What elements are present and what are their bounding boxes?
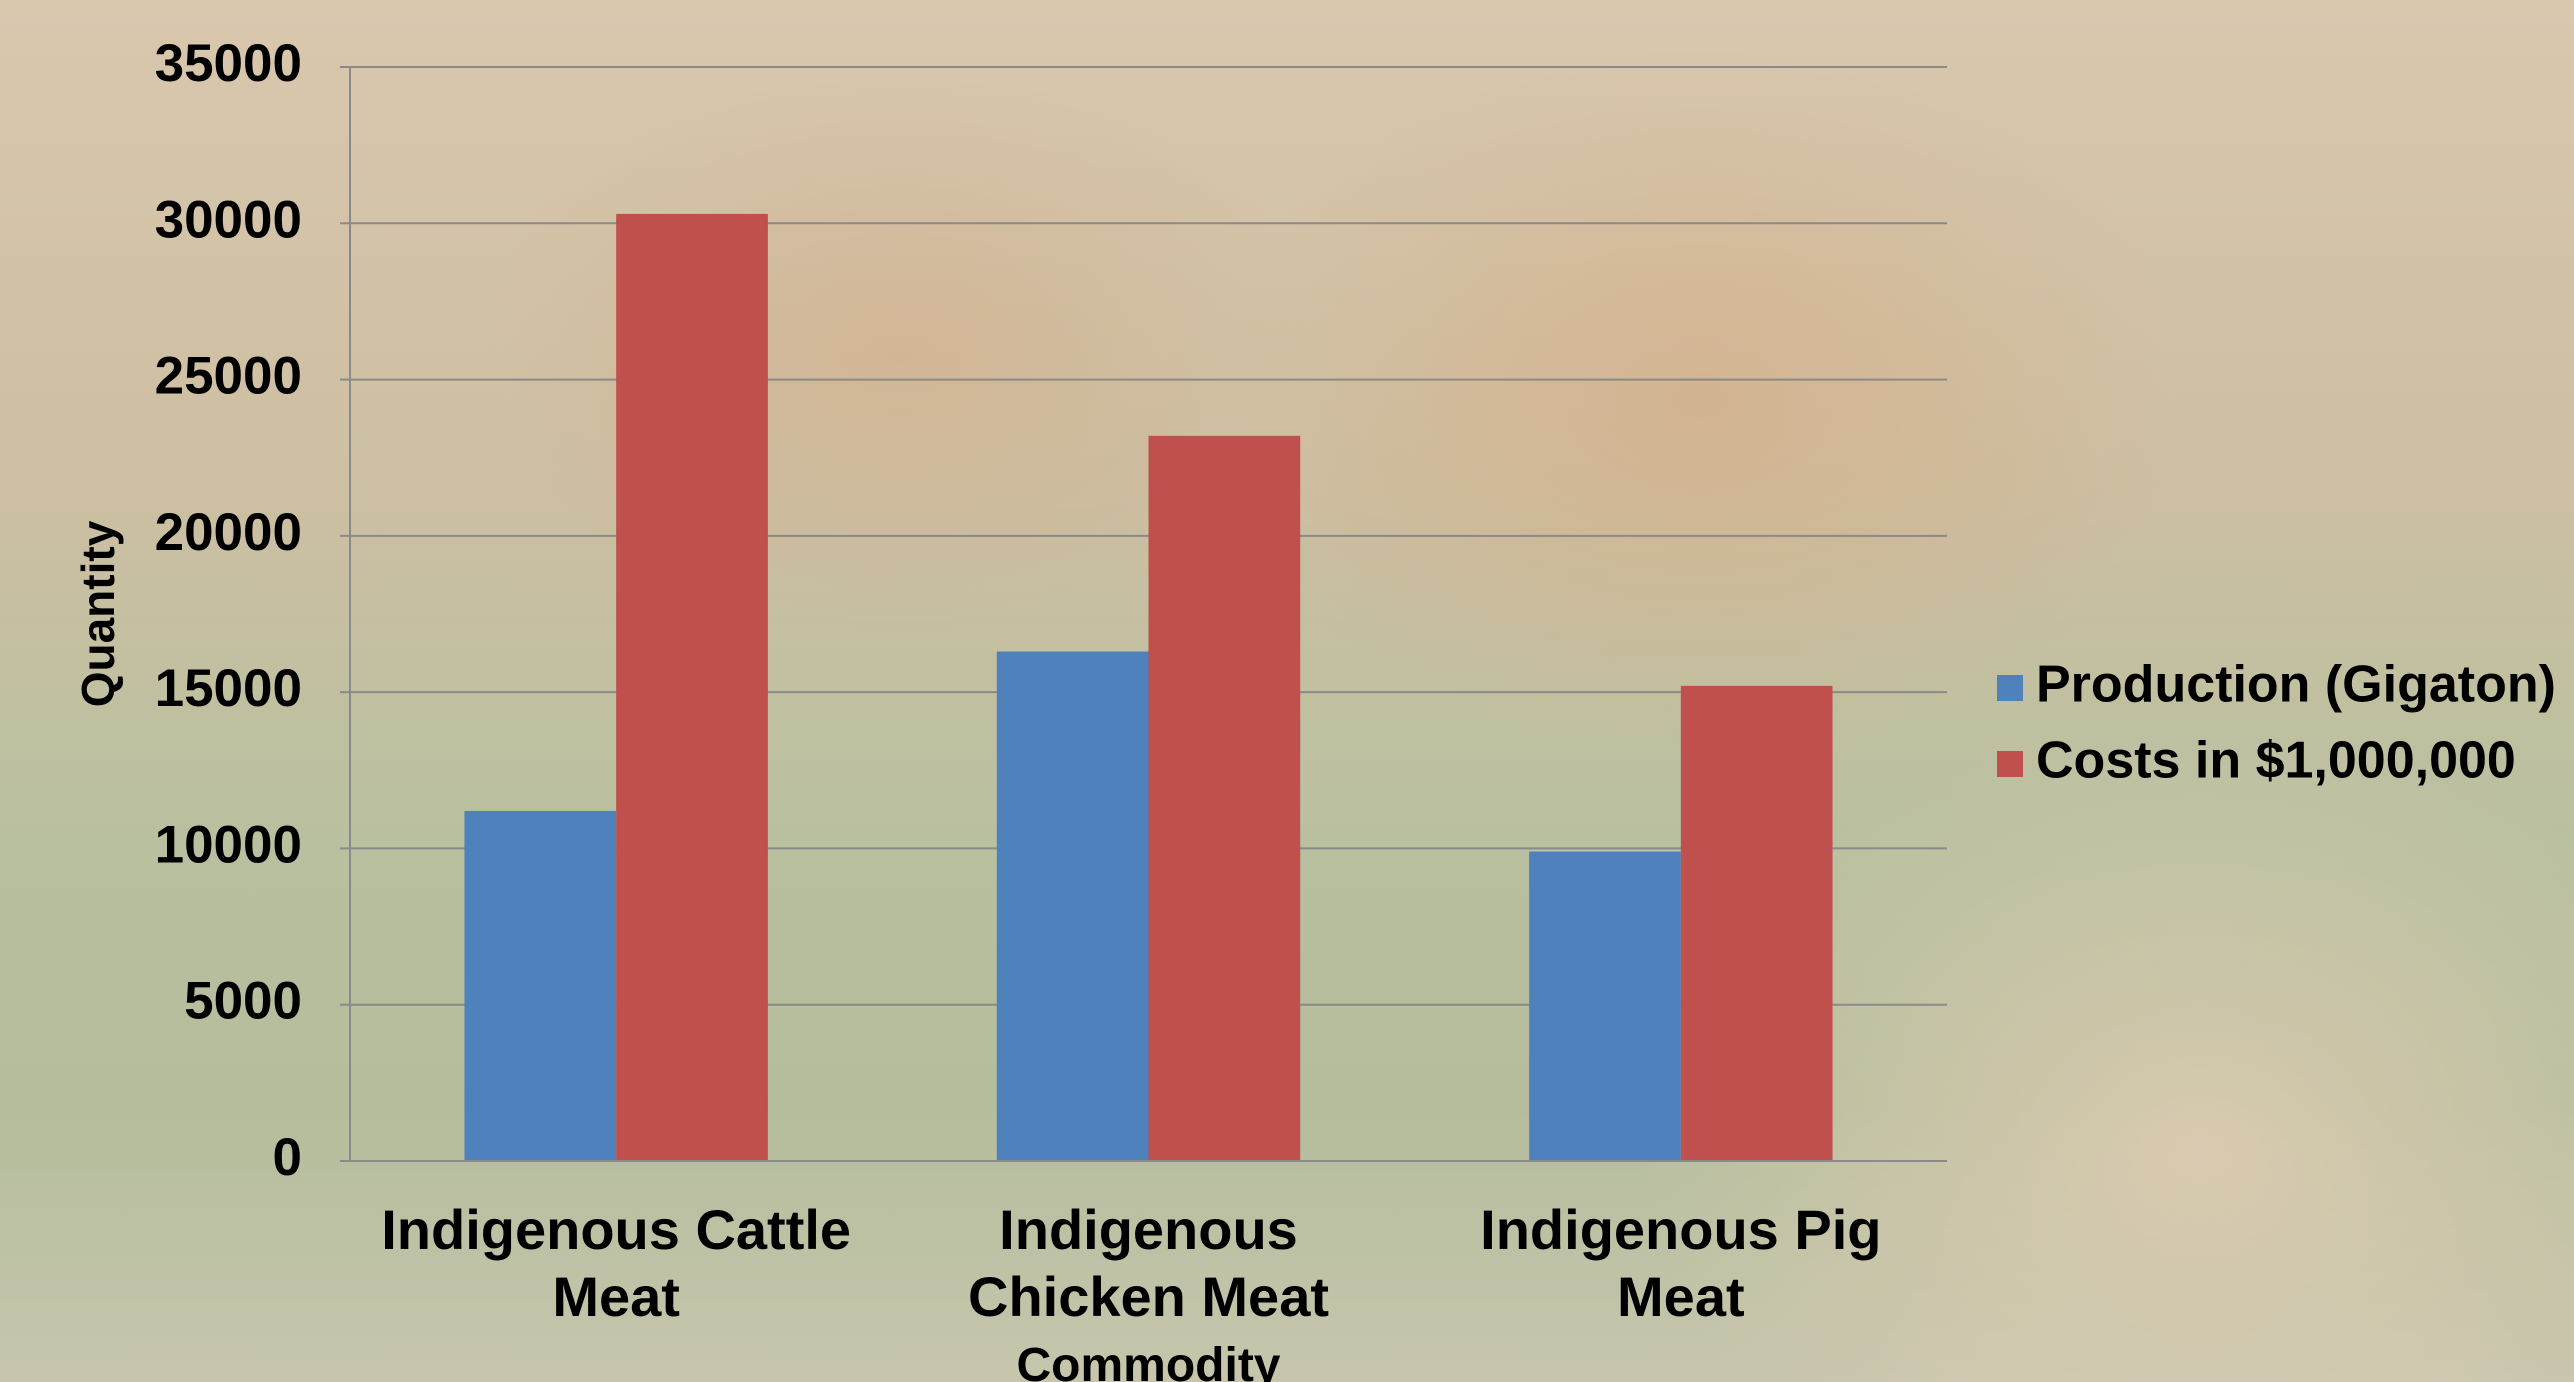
chart-page: Quantity 0 5000 10000 15000 20000 25000 30000 3… xyxy=(0,0,2574,1382)
bar xyxy=(616,214,768,1161)
y-tick-label: 15000 xyxy=(155,659,302,718)
y-tick-label: 0 xyxy=(273,1128,302,1187)
y-tick-label: 5000 xyxy=(184,972,302,1031)
y-tick-label: 10000 xyxy=(155,815,302,874)
bar xyxy=(464,811,616,1161)
legend-swatch xyxy=(1997,751,2023,777)
x-tick-label: Indigenous Cattle Meat xyxy=(356,1196,876,1330)
bar xyxy=(1681,686,1833,1161)
chart: Quantity 0 5000 10000 15000 20000 25000 30000 3… xyxy=(0,0,2574,1382)
legend-label: Production (Gigaton) xyxy=(2036,656,2556,714)
bar xyxy=(997,652,1149,1161)
y-tick-label: 35000 xyxy=(155,34,302,93)
y-axis-title: Quantity xyxy=(72,520,124,707)
legend-label: Costs in $1,000,000 xyxy=(2036,732,2516,790)
legend-swatch xyxy=(1997,675,2023,701)
y-tick-label: 25000 xyxy=(155,347,302,406)
bar xyxy=(1529,852,1681,1161)
x-tick-label: Indigenous Pig Meat xyxy=(1421,1196,1941,1330)
y-tick-label: 20000 xyxy=(155,503,302,562)
x-axis-title: Commodity xyxy=(889,1332,1409,1382)
x-tick-label: Indigenous Chicken Meat xyxy=(889,1196,1409,1330)
bar xyxy=(1149,436,1301,1161)
y-tick-label: 30000 xyxy=(155,190,302,249)
